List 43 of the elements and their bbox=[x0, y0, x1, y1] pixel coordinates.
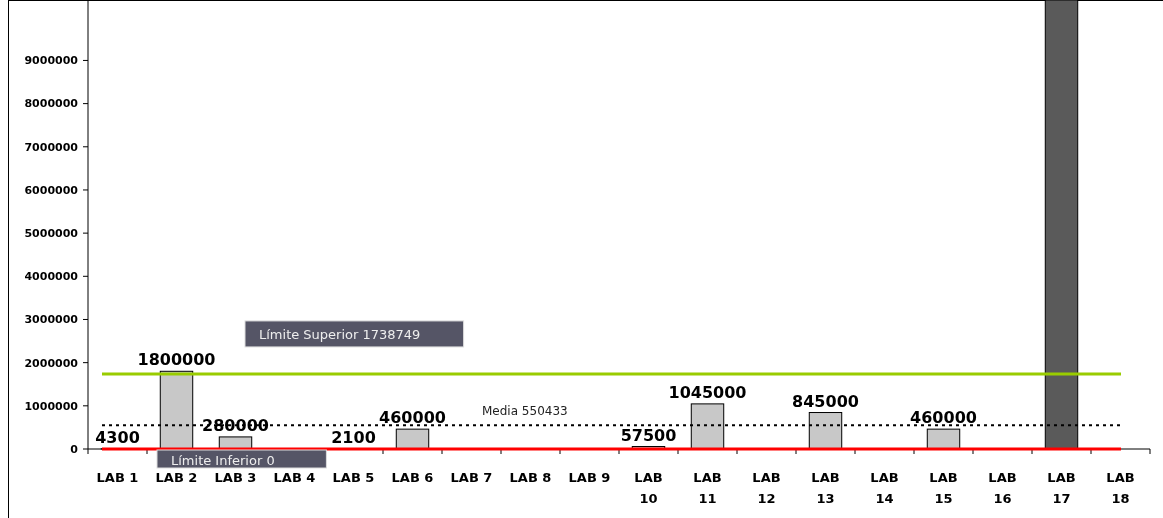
data-label: 57500 bbox=[620, 425, 677, 445]
ref-line-label: Límite Inferior 0 bbox=[171, 452, 275, 468]
x-tick-label: LAB 5 bbox=[332, 470, 375, 485]
data-label: 460000 bbox=[379, 408, 446, 428]
x-tick-label: LAB 8 bbox=[509, 470, 552, 485]
x-tick-label: LAB 4 bbox=[273, 470, 316, 485]
y-tick-label: 3000000 bbox=[24, 313, 79, 327]
x-tick-label: LAB 3 bbox=[214, 470, 257, 485]
x-tick-label: LAB 16 bbox=[988, 470, 1017, 506]
x-tick-label: LAB 10 bbox=[634, 470, 663, 506]
x-tick-label: LAB 15 bbox=[929, 470, 958, 506]
y-tick-label: 5000000 bbox=[24, 226, 79, 240]
bar bbox=[218, 436, 253, 450]
data-label: 4300 bbox=[95, 427, 140, 447]
data-label: 280000 bbox=[202, 415, 269, 435]
y-tick-label: 8000000 bbox=[24, 97, 79, 111]
x-tick-label: LAB 6 bbox=[391, 470, 434, 485]
data-label: 1045000 bbox=[668, 382, 747, 402]
y-tick-label: 4000000 bbox=[24, 270, 79, 284]
x-tick-label: LAB 9 bbox=[568, 470, 611, 485]
ref-line-label: Límite Superior 1738749 bbox=[259, 327, 421, 343]
data-label: 845000 bbox=[792, 391, 859, 411]
data-label: 1800000 bbox=[137, 350, 216, 370]
y-tick-label: 0 bbox=[70, 442, 79, 456]
x-tick-label: LAB 7 bbox=[450, 470, 493, 485]
x-tick-label: LAB 18 bbox=[1106, 470, 1135, 506]
x-tick-label: LAB 2 bbox=[155, 470, 198, 485]
ref-line-label: Media 550433 bbox=[482, 404, 568, 419]
bar bbox=[395, 428, 430, 450]
y-tick-label: 6000000 bbox=[24, 183, 79, 197]
x-tick-label: LAB 17 bbox=[1047, 470, 1076, 506]
data-label: 2100 bbox=[331, 427, 376, 447]
x-tick-label: LAB 11 bbox=[693, 470, 722, 506]
x-tick-label: LAB 1 bbox=[96, 470, 139, 485]
bar bbox=[926, 428, 961, 450]
y-tick-label: 7000000 bbox=[24, 140, 79, 154]
y-tick-label: 2000000 bbox=[24, 356, 79, 370]
data-label: 460000 bbox=[910, 408, 977, 428]
x-tick-label: LAB 12 bbox=[752, 470, 781, 506]
x-tick-label: LAB 14 bbox=[870, 470, 899, 506]
x-tick-label: LAB 13 bbox=[811, 470, 840, 506]
y-tick-label: 1000000 bbox=[24, 399, 79, 413]
y-tick-label: 9000000 bbox=[24, 54, 79, 68]
